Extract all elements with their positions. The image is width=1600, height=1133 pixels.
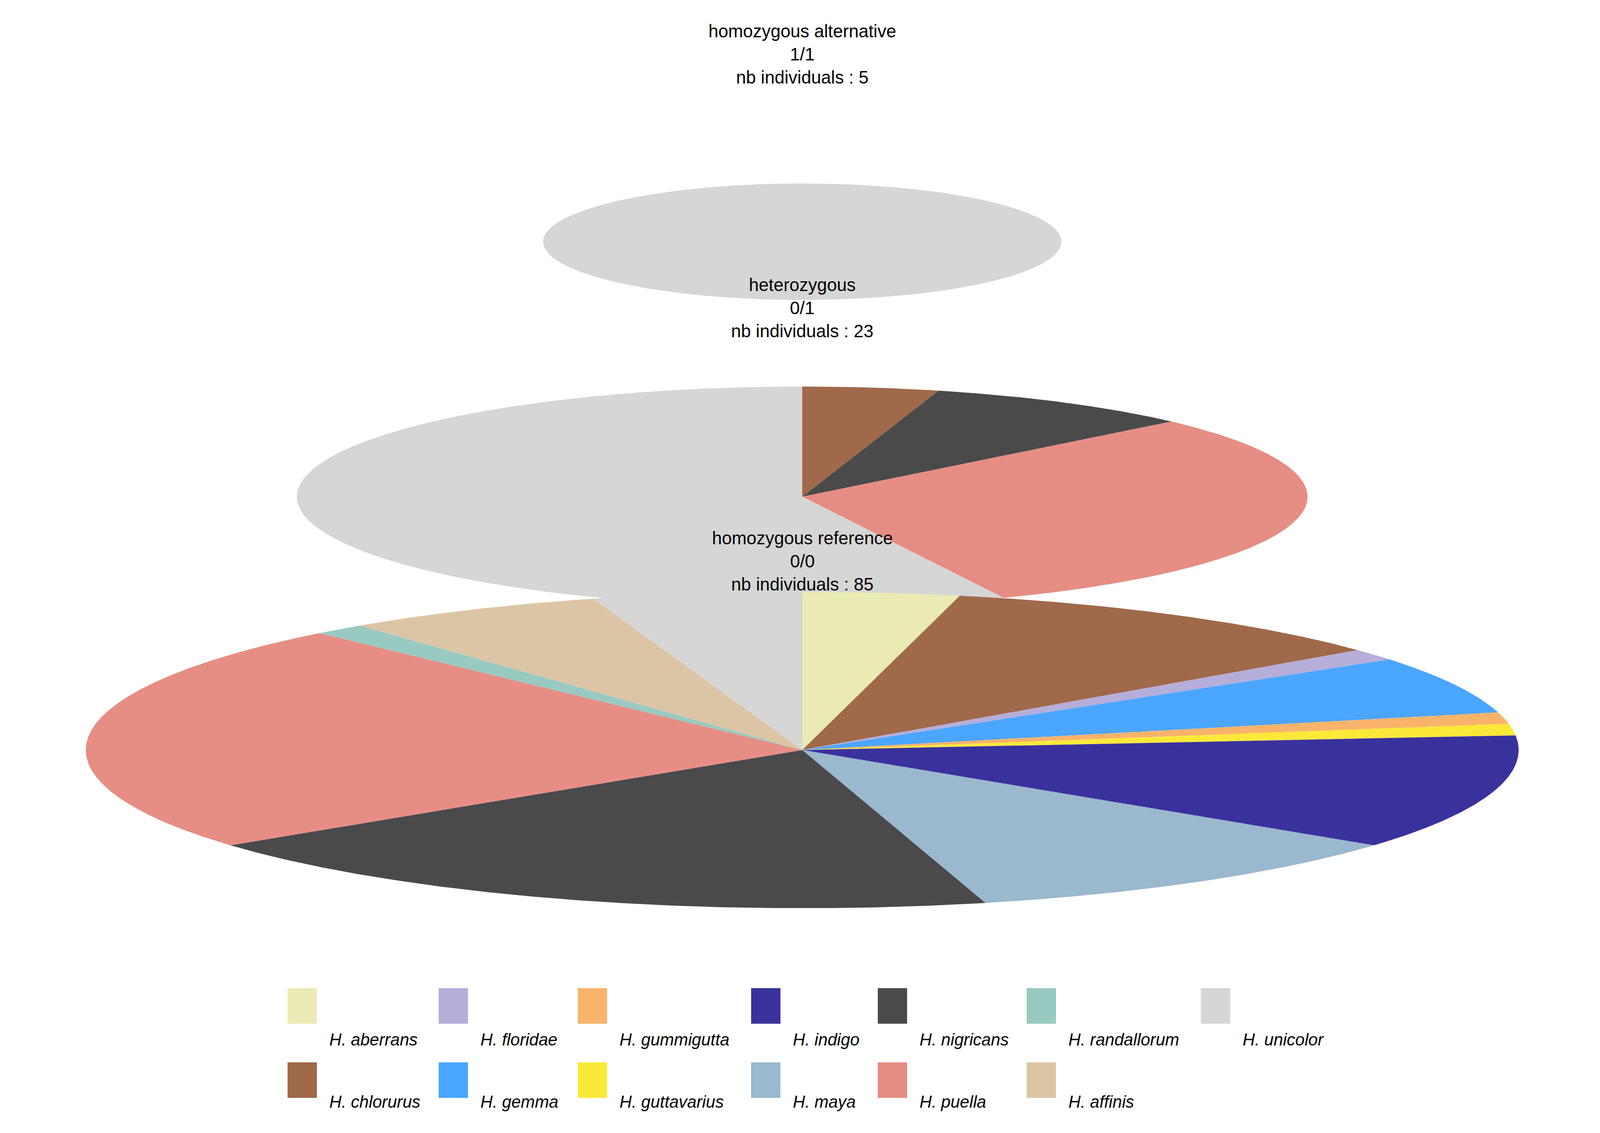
svg-text:H. chlorurus: H. chlorurus	[329, 1092, 421, 1112]
svg-text:H. maya: H. maya	[792, 1092, 856, 1112]
svg-text:H. floridae: H. floridae	[480, 1030, 558, 1050]
svg-text:H. puella: H. puella	[919, 1092, 987, 1112]
svg-text:H. gummigutta: H. gummigutta	[619, 1030, 730, 1050]
svg-text:H. guttavarius: H. guttavarius	[619, 1092, 724, 1112]
svg-text:H. nigricans: H. nigricans	[919, 1030, 1009, 1050]
svg-text:H. randallorum: H. randallorum	[1068, 1030, 1180, 1050]
svg-text:H. gemma: H. gemma	[480, 1092, 559, 1112]
svg-text:homozygous alternative1/1nb in: homozygous alternative1/1nb individuals …	[708, 21, 896, 88]
svg-text:homozygous reference0/0nb indi: homozygous reference0/0nb individuals : …	[712, 528, 893, 595]
svg-text:H. unicolor: H. unicolor	[1242, 1030, 1324, 1050]
svg-text:H. indigo: H. indigo	[792, 1030, 860, 1050]
svg-text:H. aberrans: H. aberrans	[329, 1030, 418, 1050]
svg-text:H. affinis: H. affinis	[1068, 1092, 1135, 1112]
svg-text:heterozygous0/1nb individuals: heterozygous0/1nb individuals : 23	[731, 275, 874, 341]
